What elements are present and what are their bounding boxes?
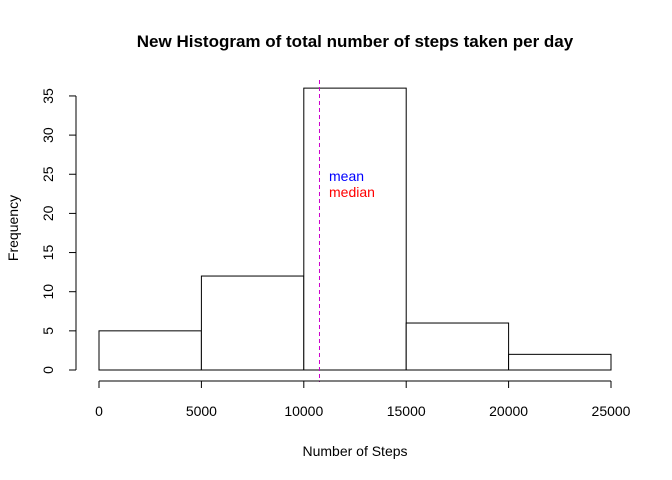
y-tick-label: 20	[40, 205, 56, 221]
x-tick-label: 0	[95, 403, 103, 419]
y-tick-label: 10	[40, 284, 56, 300]
annotation-median: median	[329, 184, 375, 200]
y-axis: 0 5 10 15 20 25 30 35	[40, 88, 77, 374]
histogram-bar-3	[405, 322, 510, 371]
x-tick-label: 15000	[387, 403, 426, 419]
y-tick-label: 25	[40, 166, 56, 182]
x-axis-label: Number of Steps	[302, 443, 407, 459]
y-tick-label: 35	[40, 88, 56, 104]
histogram-bar-0	[98, 330, 202, 371]
x-tick-label: 20000	[489, 403, 528, 419]
x-axis: 0 5000 10000 15000 20000 25000	[95, 380, 631, 419]
bars-group	[98, 87, 612, 371]
y-tick-label: 0	[40, 366, 56, 374]
histogram-bar-2	[303, 87, 407, 371]
y-axis-label: Frequency	[5, 195, 21, 261]
histogram-bar-4	[508, 353, 612, 371]
y-tick-label: 15	[40, 245, 56, 261]
x-tick-label: 25000	[592, 403, 631, 419]
chart-title: New Histogram of total number of steps t…	[137, 32, 574, 51]
annotation-mean: mean	[329, 168, 364, 184]
y-tick-label: 5	[40, 327, 56, 335]
histogram-bar-1	[200, 275, 305, 371]
x-tick-label: 5000	[186, 403, 217, 419]
x-tick-label: 10000	[284, 403, 323, 419]
y-tick-label: 30	[40, 127, 56, 143]
